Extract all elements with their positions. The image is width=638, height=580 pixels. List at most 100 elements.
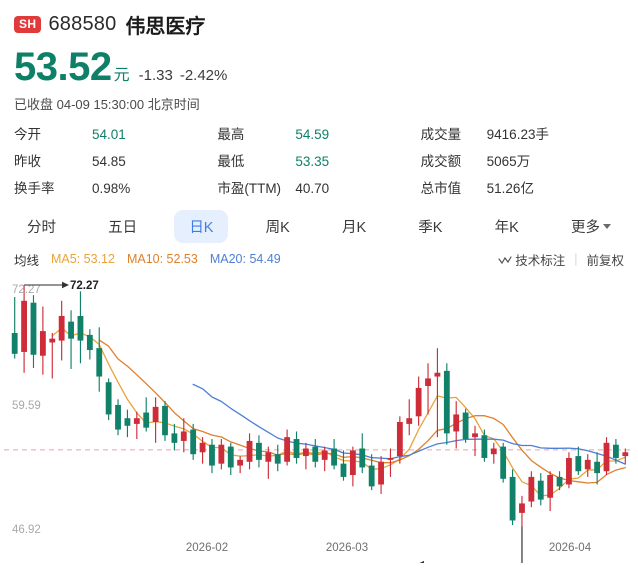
candle-body <box>406 418 413 424</box>
candlestick-chart[interactable]: 72.27 59.59 46.92 2026-02 2026-03 2026-04 72.2… <box>0 273 638 563</box>
stat-cell: 总市值 51.26亿 <box>421 177 624 197</box>
stat-value: 40.70 <box>295 181 330 196</box>
tab-月K[interactable]: 月K <box>327 210 381 243</box>
stat-label: 昨收 <box>14 154 41 169</box>
candle-body <box>293 439 300 458</box>
stat-cell: 最高 54.59 <box>217 123 420 143</box>
tab-季K[interactable]: 季K <box>403 210 457 243</box>
stat-cell: 市盈(TTM) 40.70 <box>217 177 420 197</box>
stat-cell: 换手率 0.98% <box>14 177 217 197</box>
candle-body <box>472 433 478 438</box>
ma20-line <box>192 383 626 465</box>
stat-label: 最高 <box>217 127 245 142</box>
candle-body <box>519 503 525 513</box>
chart-tools: 技术标注 | 前复权 <box>498 250 624 269</box>
period-low-annotation <box>419 526 523 563</box>
candle-body <box>425 378 431 387</box>
x-axis-tick: 2026-03 <box>326 542 368 554</box>
period-high-annotation: 72.27 <box>24 280 99 292</box>
adjust-mode-button[interactable]: 前复权 <box>586 253 624 268</box>
candle-body <box>321 450 328 460</box>
candle-body <box>96 348 103 377</box>
candle-body <box>105 382 112 415</box>
candle-body <box>547 475 554 498</box>
candle-body <box>68 321 74 339</box>
tab-label: 月K <box>341 219 367 236</box>
quote-header: SH 688580 伟思医疗 53.52 元 -1.33 -2.42% 已收盘 … <box>0 0 638 113</box>
stat-label: 最低 <box>217 154 245 169</box>
stock-name: 伟思医疗 <box>125 16 206 38</box>
candle-body <box>359 448 366 468</box>
candle-body <box>481 435 488 458</box>
candle-body <box>575 456 582 472</box>
candle-body <box>49 338 56 343</box>
candle-body <box>396 421 403 457</box>
candle-body <box>115 404 121 430</box>
candle-body <box>21 300 27 352</box>
stat-value: 54.01 <box>92 127 126 142</box>
candle-body <box>434 372 441 377</box>
candle-body <box>237 459 244 466</box>
stats-grid: 今开 54.01 最高 54.59 成交量 9416.23手 昨收 54.85 最低 53.35 成… <box>0 123 638 197</box>
price-row: 53.52 元 -1.33 -2.42% <box>14 45 624 89</box>
moving-average-row: 均线 MA5: 53.12 MA10: 52.53 MA20: 54.49 技术… <box>0 247 638 271</box>
candle-body <box>613 444 619 458</box>
tab-label: 五日 <box>108 219 138 236</box>
tab-label: 季K <box>418 219 443 236</box>
candle-body <box>284 437 291 462</box>
candle-body <box>246 440 253 462</box>
stat-label: 成交额 <box>420 154 462 169</box>
candle-group <box>11 285 629 527</box>
candle-body <box>190 429 197 455</box>
chart-canvas[interactable]: 72.27 59.59 46.92 2026-02 2026-03 2026-04 72.2… <box>0 273 638 563</box>
candle-body <box>265 452 272 462</box>
candle-body <box>218 444 225 464</box>
price-unit: 元 <box>113 67 130 84</box>
tab-周K[interactable]: 周K <box>251 210 305 243</box>
x-axis-tick: 2026-02 <box>186 542 228 554</box>
candle-body <box>443 370 450 434</box>
tech-note-button[interactable]: 技术标注 <box>498 250 565 269</box>
stat-value: 54.59 <box>295 127 330 142</box>
tools-divider: | <box>574 252 578 266</box>
stat-cell: 昨收 54.85 <box>14 150 217 170</box>
tab-年K[interactable]: 年K <box>480 210 534 243</box>
candle-body <box>594 461 601 474</box>
stat-cell: 成交额 5065万 <box>421 150 624 170</box>
x-axis-tick: 2026-04 <box>549 542 592 554</box>
candle-body <box>171 433 178 443</box>
candle-body <box>500 446 507 479</box>
tab-日K[interactable]: 日K <box>174 209 229 243</box>
stat-value: 9416.23手 <box>486 127 549 142</box>
candle-body <box>584 459 591 470</box>
tab-分时[interactable]: 分时 <box>12 210 71 243</box>
candle-body <box>303 448 309 457</box>
tab-label: 日K <box>189 219 214 236</box>
candle-body <box>274 454 281 464</box>
candle-body <box>124 418 131 426</box>
chart-period-tabs: 分时 五日 日K 周K 月K 季K 年K 更多 <box>0 209 638 243</box>
candle-body <box>143 412 150 428</box>
candle-body <box>162 405 168 436</box>
candle-body <box>180 431 187 441</box>
price-change-percent: -2.42% <box>179 67 228 84</box>
stat-label: 今开 <box>14 127 41 142</box>
tab-label: 周K <box>265 219 290 236</box>
stat-cell: 最低 53.35 <box>217 150 420 170</box>
tab-更多[interactable]: 更多 <box>556 210 626 243</box>
candle-body <box>39 331 46 356</box>
candle-body <box>58 315 65 341</box>
candle-body <box>368 465 375 487</box>
stat-value: 53.35 <box>295 154 330 169</box>
stat-cell: 今开 54.01 <box>14 123 217 143</box>
ma5-value: MA5: 53.12 <box>51 252 115 266</box>
y-axis-tick: 72.27 <box>12 284 41 296</box>
candle-body <box>378 461 384 485</box>
tab-五日[interactable]: 五日 <box>93 210 152 243</box>
candle-body <box>227 446 234 468</box>
candle-body <box>349 450 356 476</box>
candle-body <box>566 457 572 485</box>
candle-body <box>509 476 516 521</box>
candle-body <box>11 333 18 354</box>
